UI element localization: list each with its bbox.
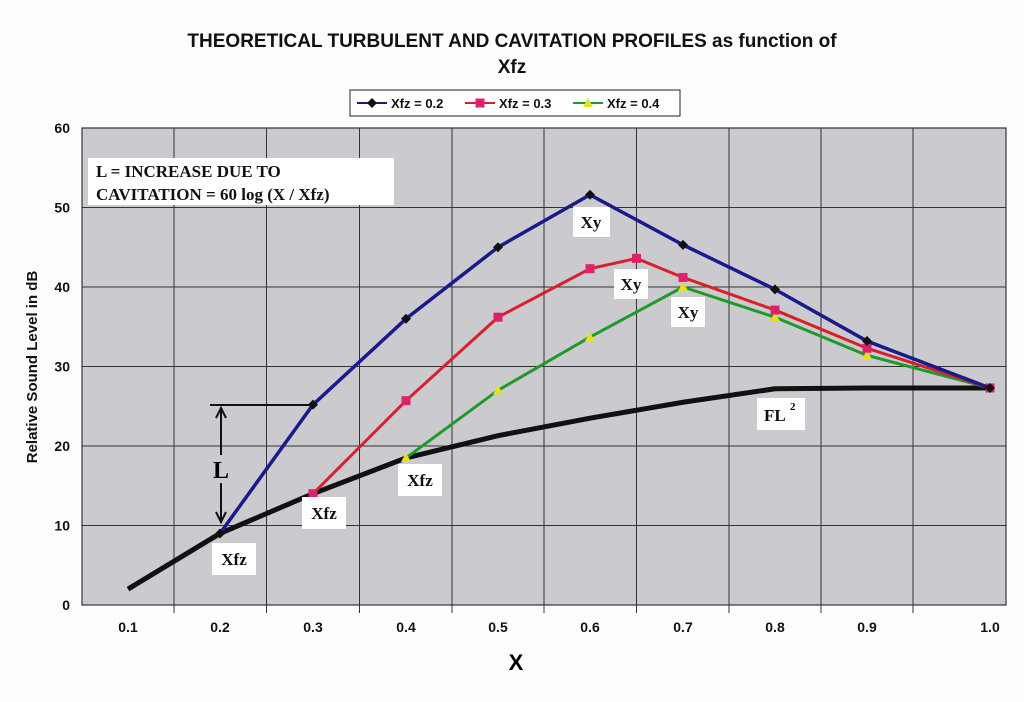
series-line: [126, 385, 990, 592]
xfz-label-2: Xfz: [302, 497, 346, 529]
series-xfz-0-3: [308, 253, 995, 499]
data-point: [493, 385, 503, 395]
y-tick-label: 30: [54, 359, 70, 375]
data-point: [678, 239, 688, 250]
xy-label-1: Xy: [573, 207, 610, 237]
y-tick-label: 0: [62, 597, 70, 613]
formula-annotation: L = INCREASE DUE TO CAVITATION = 60 log …: [88, 158, 394, 205]
chart-title: THEORETICAL TURBULENT AND CAVITATION PRO…: [187, 31, 837, 52]
legend-label: Xfz = 0.2: [391, 96, 443, 111]
formula-line1: L = INCREASE DUE TO: [96, 162, 281, 181]
xfz-label-3: Xfz: [398, 464, 442, 496]
x-axis-label: X: [509, 650, 524, 675]
y-axis-ticks: 0 10 20 30 40 50 60: [54, 120, 70, 613]
xy-label-2: Xy: [614, 269, 648, 299]
data-point: [215, 528, 225, 539]
data-point: [367, 98, 377, 108]
data-point: [770, 305, 780, 315]
legend-box: [349, 89, 681, 117]
y-tick-label: 60: [54, 120, 70, 136]
xfz-label-1: Xfz: [212, 543, 256, 575]
series-group: [126, 189, 995, 592]
x-tick-label: 1.0: [980, 619, 1000, 635]
x-tick-label: 0.6: [580, 619, 600, 635]
data-point: [862, 336, 872, 347]
x-tick-label: 0.1: [118, 619, 138, 635]
data-point: [862, 343, 872, 353]
x-tick-label: 0.9: [857, 619, 877, 635]
x-tick-label: 0.5: [488, 619, 508, 635]
legend-label: Xfz = 0.3: [499, 96, 551, 111]
y-tick-label: 10: [54, 518, 70, 534]
y-axis-label: Relative Sound Level in dB: [24, 271, 41, 464]
data-point: [401, 396, 411, 406]
data-point: [493, 312, 503, 322]
data-point: [585, 264, 595, 274]
legend-label: Xfz = 0.4: [607, 96, 660, 111]
x-axis-ticks: 0.1 0.2 0.3 0.4 0.5 0.6 0.7 0.8 0.9 1.0: [118, 619, 1000, 635]
x-tick-label: 0.4: [396, 619, 416, 635]
data-point: [862, 350, 872, 360]
svg-text:Xfz: Xfz: [311, 504, 337, 523]
fl2-label: FL 2: [757, 398, 805, 430]
data-point: [585, 332, 595, 342]
y-tick-label: 50: [54, 200, 70, 216]
l-dimension-marker: L: [210, 404, 313, 525]
svg-text:2: 2: [790, 401, 796, 413]
data-point: [770, 312, 780, 322]
y-tick-label: 40: [54, 279, 70, 295]
x-tick-label: 0.8: [765, 619, 785, 635]
l-label: L: [213, 458, 229, 484]
data-point: [678, 282, 688, 291]
svg-text:Xy: Xy: [581, 213, 602, 232]
data-point: [475, 98, 485, 108]
data-point: [493, 242, 503, 253]
series-fl2: [126, 385, 990, 592]
svg-text:Xfz: Xfz: [407, 471, 433, 490]
data-point: [678, 272, 688, 282]
data-point: [985, 382, 995, 393]
series-xfz-0-2: [215, 189, 995, 539]
x-tick-label: 0.3: [303, 619, 323, 635]
svg-text:FL: FL: [764, 406, 786, 425]
legend-item: Xfz = 0.4: [573, 96, 660, 111]
legend: Xfz = 0.2 Xfz = 0.3 Xfz = 0.4: [349, 89, 681, 117]
y-tick-label: 20: [54, 438, 70, 454]
svg-text:Xy: Xy: [621, 275, 642, 294]
data-point: [308, 489, 318, 499]
x-tick-label: 0.2: [210, 619, 230, 635]
data-point: [632, 253, 641, 263]
xy-label-3: Xy: [671, 297, 705, 327]
svg-text:Xfz: Xfz: [221, 550, 247, 569]
svg-text:Xy: Xy: [678, 303, 699, 322]
chart-title-line2: Xfz: [498, 57, 527, 78]
formula-line2: CAVITATION = 60 log (X / Xfz): [96, 185, 330, 204]
legend-item: Xfz = 0.3: [465, 96, 551, 111]
x-tick-label: 0.7: [673, 619, 693, 635]
data-point: [583, 98, 593, 107]
data-point: [401, 452, 411, 462]
legend-item: Xfz = 0.2: [357, 96, 443, 111]
data-point: [585, 189, 595, 200]
data-point: [770, 284, 780, 295]
data-point: [401, 313, 411, 324]
